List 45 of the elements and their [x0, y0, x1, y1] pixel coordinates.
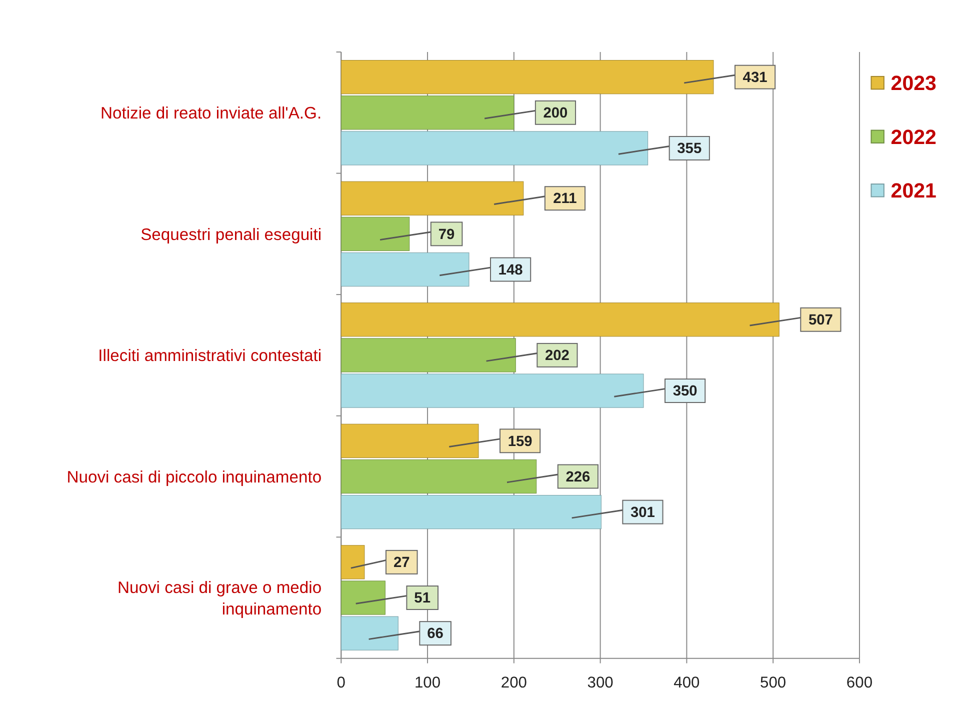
data-label: 202	[544, 348, 570, 364]
y-tick-label: Illeciti amministrativi contestati	[98, 346, 322, 366]
bar	[340, 424, 479, 458]
data-label: 355	[677, 141, 702, 158]
legend-label: 2021	[890, 180, 936, 203]
bar	[340, 181, 524, 216]
bar	[340, 545, 365, 580]
data-label: 301	[630, 504, 655, 521]
x-tick-label: 0	[336, 674, 346, 692]
x-tick-label: 400	[674, 674, 700, 692]
y-tick-label: Nuovi casi di grave o medio inquinamento	[118, 578, 322, 618]
bar	[340, 216, 410, 251]
data-label: 148	[498, 262, 523, 278]
data-label: 51	[414, 590, 431, 607]
data-label: 79	[438, 226, 455, 243]
legend-label: 2023	[890, 72, 936, 96]
bar	[340, 616, 398, 650]
x-tick-label: 600	[846, 674, 873, 692]
y-tick-label: Nuovi casi di piccolo inquinamento	[66, 467, 322, 486]
data-label: 200	[543, 106, 568, 122]
x-tick-label: 300	[587, 674, 614, 692]
bar	[340, 60, 714, 94]
bar	[340, 252, 470, 287]
bar	[340, 494, 602, 530]
data-label: 211	[553, 191, 577, 208]
x-tick-label: 200	[500, 674, 528, 692]
y-tick-label: Sequestri penali eseguiti	[140, 224, 322, 244]
data-label: 159	[508, 434, 532, 450]
x-tick-label: 100	[414, 674, 441, 692]
legend-label: 2022	[890, 126, 936, 149]
data-label: 226	[566, 469, 590, 486]
bar	[340, 459, 537, 494]
data-label: 350	[672, 384, 698, 400]
bar	[340, 131, 648, 166]
bar	[340, 302, 780, 337]
data-label: 66	[427, 626, 444, 642]
bar	[340, 96, 514, 130]
data-label: 27	[393, 555, 410, 572]
bar	[340, 338, 516, 372]
data-label: 431	[742, 70, 768, 86]
data-label: 507	[808, 312, 833, 329]
x-tick-label: 500	[760, 674, 786, 692]
bar	[340, 580, 386, 615]
y-tick-label: Notizie di reato inviate all'A.G.	[100, 104, 322, 123]
bar	[340, 374, 644, 408]
